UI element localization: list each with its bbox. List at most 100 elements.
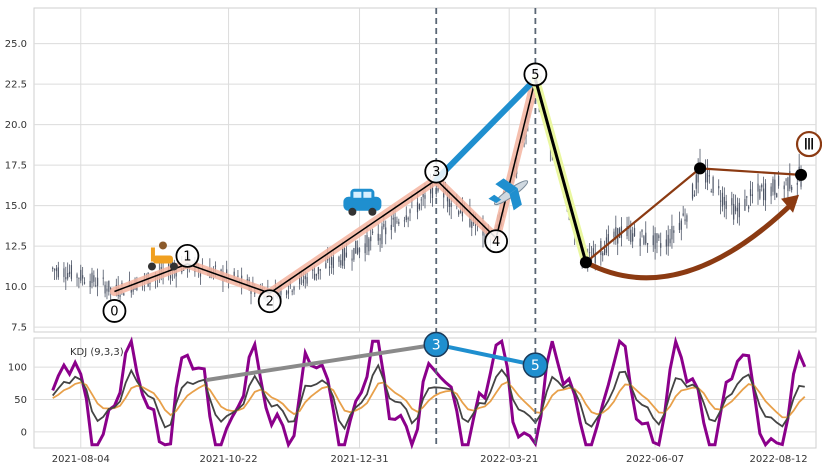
candle-body bbox=[791, 186, 793, 191]
car-icon bbox=[343, 188, 382, 216]
candle-body bbox=[377, 233, 379, 241]
candle-body bbox=[748, 206, 750, 209]
y-tick-label: 22.5 bbox=[5, 80, 27, 91]
candle-body bbox=[108, 280, 110, 292]
correction-flat-line bbox=[699, 167, 802, 176]
kdj-y-tick-label: 100 bbox=[8, 363, 27, 374]
candle-body bbox=[759, 188, 761, 199]
candle-body bbox=[291, 290, 293, 292]
candle-body bbox=[357, 247, 359, 254]
candle-body bbox=[615, 227, 617, 238]
candle-body bbox=[314, 273, 316, 280]
candle-body bbox=[656, 233, 658, 243]
candle-body bbox=[787, 177, 789, 192]
kdj-y-tick-label: 50 bbox=[14, 395, 27, 406]
wave-point-label: 3 bbox=[432, 165, 440, 180]
candle-body bbox=[800, 176, 802, 187]
candle-body bbox=[471, 222, 473, 228]
candle-body bbox=[302, 279, 304, 284]
candle-body bbox=[343, 248, 346, 261]
candle-body bbox=[686, 215, 688, 222]
candle-body bbox=[82, 275, 84, 279]
candle-body bbox=[199, 271, 202, 277]
candle-body bbox=[398, 221, 400, 224]
correction-structure: Ⅲ bbox=[579, 130, 822, 281]
candle-body bbox=[351, 258, 353, 261]
candle-body bbox=[381, 226, 383, 245]
candle-body bbox=[93, 275, 95, 282]
candle-body bbox=[626, 226, 628, 237]
y-tick-label: 15.0 bbox=[5, 201, 27, 212]
candle-body bbox=[106, 288, 108, 292]
candle-body bbox=[641, 229, 643, 232]
candle-body bbox=[718, 186, 720, 189]
wave-3-5-trendline bbox=[433, 76, 539, 183]
candle-body bbox=[394, 217, 396, 232]
wave-point-marker bbox=[523, 62, 548, 87]
candle-body bbox=[214, 265, 217, 267]
candle-body bbox=[448, 193, 450, 208]
candle-body bbox=[340, 260, 342, 266]
candle-body bbox=[761, 184, 763, 188]
kdj-grid bbox=[34, 338, 816, 448]
candle-body bbox=[789, 171, 791, 189]
wave-line bbox=[114, 179, 437, 294]
kdj-vertical-markers bbox=[435, 338, 537, 448]
candle-body bbox=[719, 200, 722, 202]
wave-iii-badge bbox=[795, 130, 822, 158]
wave-point-label: 1 bbox=[183, 249, 191, 264]
candle-body bbox=[405, 215, 407, 220]
candle-body bbox=[738, 202, 740, 218]
candle-body bbox=[613, 231, 615, 238]
candle-body bbox=[654, 233, 656, 249]
candle-body bbox=[600, 241, 602, 256]
candle-body bbox=[667, 234, 669, 247]
candle-body bbox=[603, 249, 606, 256]
candle-body bbox=[731, 198, 733, 206]
candle-body bbox=[721, 192, 724, 207]
wave-icons bbox=[147, 178, 529, 271]
divergence-grey-line bbox=[205, 342, 437, 383]
candle-body bbox=[169, 272, 172, 279]
candle-body bbox=[392, 217, 394, 220]
candle-body bbox=[785, 179, 787, 181]
candle-body bbox=[665, 239, 667, 247]
candle-body bbox=[633, 228, 636, 236]
x-tick-label: 2021-10-22 bbox=[200, 454, 258, 465]
y-tick-label: 25.0 bbox=[5, 39, 27, 50]
candle-body bbox=[358, 248, 361, 253]
candle-body bbox=[342, 248, 344, 266]
divergence-badge bbox=[522, 352, 549, 378]
candle-body bbox=[712, 177, 714, 194]
kdj-k-line bbox=[52, 363, 805, 431]
candle-body bbox=[104, 284, 106, 294]
y-tick-label: 7.5 bbox=[11, 323, 27, 334]
x-axis: 2021-08-04 2021-10-22 2021-12-31 2022-03-21… bbox=[52, 454, 808, 465]
divergence-blue-line bbox=[435, 342, 536, 368]
candle-body bbox=[353, 248, 355, 260]
price-panel: 7.5 10.0 12.5 15.0 17.5 20.0 22.5 25.0 0 1 2 3 4 5 Ⅲ bbox=[5, 7, 822, 334]
wave-point-marker bbox=[102, 299, 127, 323]
candle-body bbox=[420, 199, 422, 201]
candle-body bbox=[383, 223, 385, 227]
candle-body bbox=[95, 285, 97, 287]
candle-body bbox=[639, 238, 641, 247]
candle-body bbox=[592, 248, 594, 257]
candle-body bbox=[355, 240, 357, 254]
correction-point bbox=[579, 256, 592, 269]
kdj-divergence: 35 bbox=[205, 331, 549, 383]
candle-body bbox=[770, 186, 772, 197]
candle-body bbox=[589, 252, 591, 254]
candle-body bbox=[418, 204, 420, 209]
candle-body bbox=[607, 234, 609, 246]
candle-body bbox=[630, 229, 632, 242]
candle-body bbox=[89, 280, 91, 288]
candle-body bbox=[751, 194, 753, 197]
candle-body bbox=[403, 220, 406, 222]
candle-body bbox=[325, 263, 327, 268]
candle-body bbox=[590, 257, 593, 263]
candle-body bbox=[645, 232, 647, 244]
candle-body bbox=[678, 222, 681, 231]
candle-body bbox=[149, 281, 151, 284]
